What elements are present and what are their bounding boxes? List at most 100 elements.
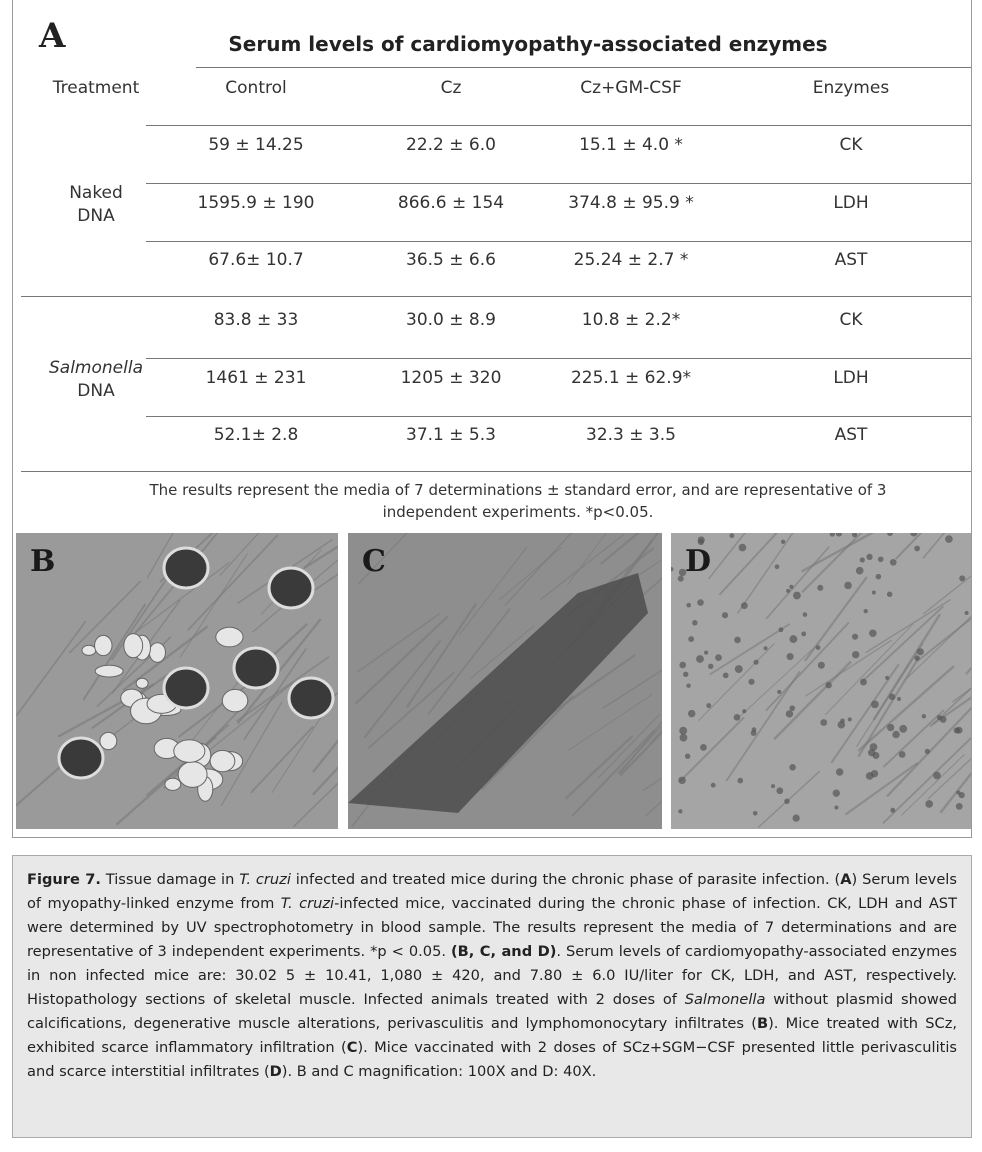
column-header: Control	[225, 78, 286, 98]
tissue-shape	[825, 682, 831, 688]
tissue-shape	[688, 710, 695, 717]
enzyme-label: CK	[839, 310, 862, 330]
table-cell: 15.1 ± 4.0 *	[579, 135, 683, 155]
tissue-shape	[748, 679, 754, 685]
tissue-shape	[834, 806, 838, 810]
tissue-shape	[793, 592, 801, 600]
table-cell: 32.3 ± 3.5	[586, 425, 676, 445]
tissue-shape	[866, 772, 874, 780]
table-panel: A Serum levels of cardiomyopathy-associa…	[12, 0, 972, 525]
treatment-text: Naked	[69, 182, 123, 205]
tissue-shape	[864, 609, 868, 613]
rule	[196, 67, 971, 68]
tissue-shape	[956, 803, 963, 810]
panel-label: C	[362, 544, 386, 579]
caption-text: (B, C, and D)	[451, 943, 556, 960]
tissue-shape	[708, 664, 713, 669]
histology-image: B	[16, 533, 338, 829]
tissue-shape	[95, 635, 112, 655]
tissue-shape	[899, 725, 907, 733]
tissue-shape	[890, 559, 897, 566]
rule	[146, 241, 971, 242]
treatment-text: DNA	[49, 380, 143, 403]
column-header: Enzymes	[813, 78, 889, 98]
tissue-shape	[789, 764, 796, 771]
tissue-shape	[686, 683, 690, 687]
tissue-shape	[82, 645, 96, 655]
tissue-shape	[753, 811, 758, 816]
tissue-shape	[685, 754, 690, 759]
tissue-shape	[956, 790, 960, 794]
rule	[146, 125, 971, 126]
tissue-shape	[892, 731, 899, 738]
tissue-shape	[680, 734, 688, 742]
caption-text: D	[270, 1063, 282, 1080]
tissue-shape	[679, 727, 687, 735]
tissue-shape	[873, 752, 880, 759]
figure-page: A Serum levels of cardiomyopathy-associa…	[0, 0, 982, 1152]
tissue-shape	[59, 738, 103, 778]
rule	[21, 296, 971, 297]
table-cell: 83.8 ± 33	[214, 310, 299, 330]
tissue-shape	[786, 653, 793, 660]
tissue-shape	[890, 808, 895, 813]
tissue-shape	[269, 568, 313, 608]
tissue-shape	[878, 556, 884, 562]
tissue-shape	[786, 589, 790, 593]
tissue-shape	[753, 660, 758, 665]
table-footnote: The results represent the media of 7 det…	[103, 479, 933, 523]
table-cell: 866.6 ± 154	[398, 193, 504, 213]
column-header: Cz	[441, 78, 462, 98]
tissue-shape	[711, 783, 716, 788]
tissue-shape	[784, 799, 789, 804]
tissue-shape	[786, 710, 793, 717]
tissue-shape	[818, 662, 825, 669]
tissue-shape	[833, 789, 840, 796]
caption-text: C	[347, 1039, 358, 1056]
tissue-shape	[165, 778, 181, 790]
panel-label: D	[685, 544, 711, 579]
tissue-shape	[289, 678, 333, 718]
tissue-shape	[777, 690, 781, 694]
figure-caption: Figure 7. Tissue damage in T. cruzi infe…	[12, 855, 972, 1138]
caption-text: T. cruzi	[239, 871, 291, 888]
tissue-shape	[876, 574, 882, 580]
table-cell: 1205 ± 320	[401, 368, 502, 388]
tissue-shape	[734, 637, 741, 644]
tissue-shape	[775, 564, 780, 569]
tissue-shape	[885, 676, 889, 680]
tissue-shape	[124, 634, 143, 658]
tissue-shape	[872, 590, 876, 594]
caption-text: infected and treated mice during the chr…	[291, 871, 840, 888]
histology-image: C	[348, 533, 662, 829]
treatment-text: Salmonella	[49, 357, 143, 380]
tissue-shape	[897, 697, 901, 701]
tissue-shape	[678, 809, 682, 813]
tissue-shape	[922, 714, 926, 718]
tissue-shape	[917, 648, 924, 655]
tissue-shape	[776, 787, 783, 794]
table-cell: 67.6± 10.7	[208, 250, 303, 270]
tissue-shape	[801, 631, 806, 636]
tissue-shape	[789, 585, 793, 589]
tissue-shape	[816, 645, 821, 650]
tissue-shape	[771, 784, 775, 788]
tissue-shape	[956, 727, 963, 734]
table-cell: 1595.9 ± 190	[198, 193, 315, 213]
table-title: Serum levels of cardiomyopathy-associate…	[228, 32, 828, 56]
table-cell: 1461 ± 231	[206, 368, 307, 388]
rule	[21, 471, 971, 472]
tissue-shape	[840, 719, 845, 724]
tissue-shape	[210, 750, 235, 771]
tissue-shape	[723, 672, 729, 678]
tissue-shape	[739, 544, 747, 552]
table-cell: 374.8 ± 95.9 *	[568, 193, 693, 213]
tissue-shape	[683, 672, 688, 677]
tissue-shape	[678, 576, 684, 582]
tissue-shape	[793, 814, 800, 821]
tissue-shape	[789, 635, 797, 643]
tissue-shape	[729, 533, 734, 538]
column-header: Cz+GM-CSF	[580, 78, 681, 98]
tissue-shape	[817, 585, 823, 591]
enzyme-label: LDH	[833, 368, 868, 388]
